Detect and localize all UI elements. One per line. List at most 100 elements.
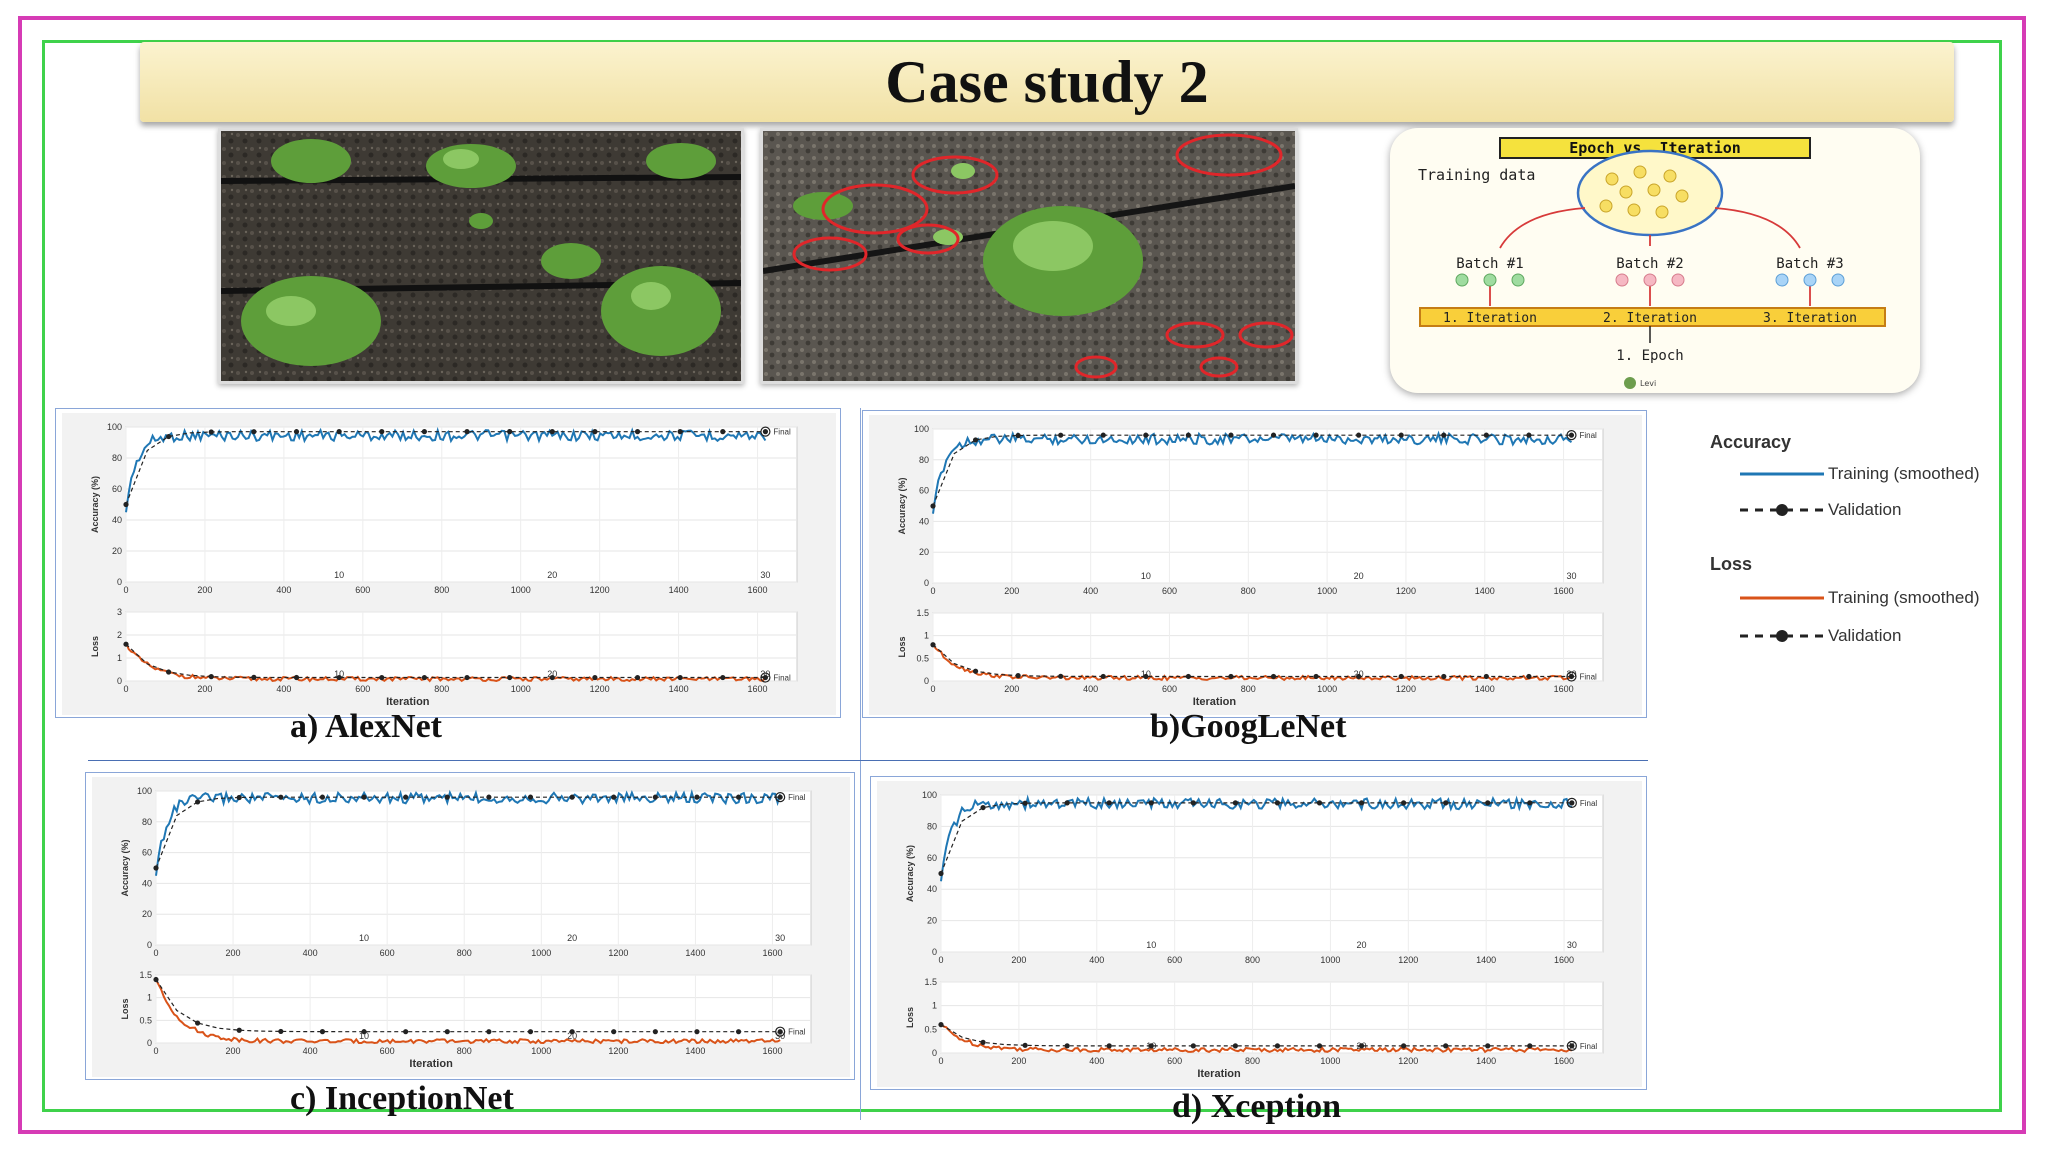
loss-validation-point bbox=[1185, 673, 1191, 680]
accuracy-x-tick-label: 200 bbox=[226, 948, 241, 958]
accuracy-x-tick-label: 1200 bbox=[1396, 586, 1416, 596]
accuracy-training-line bbox=[940, 794, 1573, 882]
loss-validation-point bbox=[1569, 1043, 1575, 1049]
loss-x-tick-label: 600 bbox=[380, 1046, 395, 1056]
accuracy-validation-point bbox=[361, 794, 367, 800]
accuracy-y-tick-label: 60 bbox=[927, 853, 937, 863]
loss-validation-point bbox=[464, 674, 470, 681]
accuracy-validation-point bbox=[486, 794, 492, 800]
loss-x-tick-label: 200 bbox=[226, 1046, 241, 1056]
inceptionnet-caption: c) InceptionNet bbox=[290, 1080, 514, 1117]
loss-validation-point bbox=[677, 674, 683, 681]
iteration-2-label: 2. Iteration bbox=[1603, 311, 1697, 326]
loss-validation-point bbox=[1526, 673, 1532, 680]
loss-x-tick-label: 1000 bbox=[1317, 684, 1337, 694]
loss-x-axis-label: Iteration bbox=[409, 1058, 453, 1070]
loss-validation-point bbox=[1143, 673, 1149, 680]
accuracy-validation-point bbox=[762, 429, 769, 435]
accuracy-y-axis-label: Accuracy (%) bbox=[120, 839, 130, 896]
googlenet-caption: b)GoogLeNet bbox=[1150, 708, 1347, 745]
loss-validation-point bbox=[634, 674, 641, 681]
accuracy-validation-point bbox=[1228, 432, 1234, 438]
accuracy-x-tick-label: 200 bbox=[1004, 586, 1019, 596]
loss-x-tick-label: 800 bbox=[457, 1046, 472, 1056]
accuracy-y-tick-label: 20 bbox=[919, 547, 929, 557]
loss-x-axis-label: Iteration bbox=[1193, 696, 1237, 708]
loss-validation-point bbox=[403, 1029, 409, 1035]
loss-x-tick-label: 1000 bbox=[1320, 1056, 1340, 1066]
accuracy-y-tick-label: 40 bbox=[142, 878, 152, 888]
loss-validation-point bbox=[379, 674, 385, 681]
loss-plot-area bbox=[940, 981, 1604, 1054]
accuracy-validation-point bbox=[1358, 800, 1365, 806]
accuracy-final-marker bbox=[1566, 797, 1577, 808]
accuracy-validation-point bbox=[1185, 432, 1191, 438]
loss-final-label: Final bbox=[1579, 672, 1597, 681]
accuracy-validation-point bbox=[153, 865, 159, 871]
vertical-divider bbox=[860, 408, 861, 1120]
legend-loss-title: Loss bbox=[1710, 554, 1753, 574]
legend-accuracy-validation: Validation bbox=[1828, 500, 1902, 519]
loss-validation-point bbox=[336, 674, 342, 681]
accuracy-epoch-tick-label: 10 bbox=[334, 570, 344, 580]
loss-epoch-tick-label: 10 bbox=[334, 669, 344, 679]
accuracy-validation-point bbox=[208, 429, 214, 435]
accuracy-epoch-tick-label: 30 bbox=[760, 570, 770, 580]
accuracy-final-label: Final bbox=[1580, 799, 1598, 808]
loss-final-marker bbox=[775, 1026, 786, 1037]
accuracy-validation-point bbox=[1443, 800, 1449, 806]
accuracy-validation-point bbox=[777, 794, 783, 800]
legend-loss-training-line bbox=[1740, 596, 1824, 600]
accuracy-y-tick-label: 80 bbox=[919, 455, 929, 465]
loss-validation-point bbox=[1232, 1043, 1238, 1049]
loss-validation-point bbox=[762, 674, 769, 681]
loss-validation-point bbox=[1443, 1043, 1449, 1049]
accuracy-validation-point bbox=[1441, 432, 1447, 438]
loss-validation-point bbox=[319, 1029, 326, 1035]
accuracy-validation-point bbox=[421, 429, 427, 435]
loss-validation-point bbox=[361, 1029, 367, 1035]
loss-x-tick-label: 200 bbox=[1004, 684, 1019, 694]
loss-validation-point bbox=[507, 674, 513, 681]
horizontal-divider bbox=[88, 760, 1648, 761]
loss-y-tick-label: 0 bbox=[932, 1048, 937, 1058]
loss-x-tick-label: 800 bbox=[1241, 684, 1256, 694]
accuracy-x-tick-label: 1400 bbox=[669, 585, 689, 595]
accuracy-validation-point bbox=[1316, 800, 1323, 806]
accuracy-validation-point bbox=[1190, 800, 1196, 806]
loss-x-tick-label: 800 bbox=[1245, 1056, 1260, 1066]
loss-training-line bbox=[155, 979, 781, 1045]
accuracy-epoch-tick-label: 20 bbox=[1357, 940, 1367, 950]
accuracy-x-tick-label: 1600 bbox=[762, 948, 782, 958]
accuracy-y-tick-label: 100 bbox=[914, 424, 929, 434]
accuracy-y-tick-label: 100 bbox=[922, 790, 937, 800]
loss-validation-line bbox=[932, 644, 1572, 678]
legend-accuracy-title: Accuracy bbox=[1710, 432, 1792, 452]
loss-validation-point bbox=[1064, 1043, 1070, 1049]
legend-accuracy-validation-line bbox=[1740, 504, 1824, 516]
accuracy-x-tick-label: 0 bbox=[938, 955, 943, 965]
accuracy-validation-point bbox=[569, 794, 575, 800]
loss-validation-point bbox=[1527, 1043, 1533, 1049]
accuracy-validation-point bbox=[236, 794, 242, 801]
loss-x-tick-label: 1000 bbox=[531, 1046, 551, 1056]
loss-plot: 00.511.502004006008001000120014001600102… bbox=[905, 977, 1604, 1080]
accuracy-training-line bbox=[932, 430, 1573, 514]
accuracy-validation-point bbox=[403, 794, 409, 800]
accuracy-validation-point bbox=[1356, 432, 1362, 438]
accuracy-x-tick-label: 1000 bbox=[1317, 586, 1337, 596]
loss-y-axis-label: Loss bbox=[120, 998, 130, 1019]
inceptionnet-panel: 0 20 40 60 80 100 0 200 400 600 800 1000 1200 1400 160… bbox=[85, 772, 855, 1080]
epoch-label: 1. Epoch bbox=[1616, 348, 1683, 364]
accuracy-y-tick-label: 80 bbox=[927, 821, 937, 831]
loss-y-tick-label: 1.5 bbox=[924, 977, 937, 987]
accuracy-y-tick-label: 0 bbox=[147, 940, 152, 950]
loss-x-tick-label: 0 bbox=[123, 684, 128, 694]
loss-epoch-tick-label: 20 bbox=[547, 669, 557, 679]
training-data-label: Training data bbox=[1418, 166, 1535, 184]
accuracy-plot-area bbox=[932, 428, 1604, 584]
accuracy-validation-point bbox=[1064, 800, 1070, 806]
accuracy-x-tick-label: 1200 bbox=[1398, 955, 1418, 965]
